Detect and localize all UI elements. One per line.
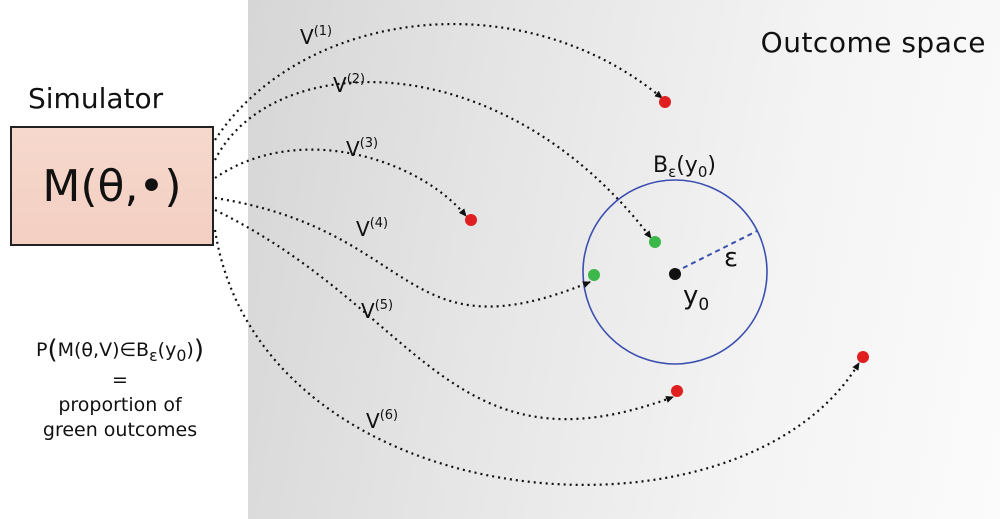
outcome-point-5 — [671, 385, 683, 397]
formula-sub: ε — [149, 345, 158, 365]
outcome-space: Outcome space — [248, 0, 1000, 519]
outcome-point-1 — [659, 96, 671, 108]
draw-5-path — [214, 209, 674, 421]
formula-prefix: P — [36, 339, 48, 361]
formula-line1: proportion of — [58, 393, 182, 416]
draw-6-path — [213, 229, 860, 486]
center-label: y0 — [683, 281, 709, 315]
epsilon-ball-circle — [582, 179, 768, 365]
draw-5-label: V(5) — [361, 298, 393, 323]
ball-label: Bε(y0) — [653, 153, 716, 181]
probability-formula: P(M(θ,V)∈Bε(y0)) = proportion of green o… — [0, 335, 240, 443]
outcome-point-6 — [857, 351, 869, 363]
draw-3-path — [214, 148, 467, 217]
formula-inner: M(θ,V)∈B — [57, 339, 150, 361]
simulator-box: M(θ,•) — [10, 126, 214, 246]
formula-equals: = — [112, 368, 128, 391]
radius-label: ε — [724, 243, 738, 273]
outcome-point-3 — [465, 214, 477, 226]
outcome-point-4 — [588, 269, 600, 281]
simulator-model: M(θ,•) — [42, 160, 182, 212]
draw-1-label: V(1) — [300, 24, 332, 49]
formula-line2: green outcomes — [42, 418, 198, 441]
center-point — [669, 268, 681, 280]
formula-arg: (y — [157, 339, 177, 361]
draw-6-label: V(6) — [366, 408, 398, 433]
draw-2-label: V(2) — [333, 72, 365, 97]
formula-close: ) — [186, 339, 194, 361]
outcome-point-2 — [649, 236, 661, 248]
draw-4-label: V(4) — [356, 216, 388, 241]
draw-1-path — [214, 23, 663, 141]
outcome-space-title: Outcome space — [760, 26, 986, 59]
draw-2-path — [214, 80, 652, 239]
draw-4-path — [214, 196, 591, 308]
formula-arg-sub: 0 — [176, 345, 187, 365]
formula-expression: P(M(θ,V)∈Bε(y0)) — [36, 335, 204, 365]
radius-line — [674, 230, 758, 273]
simulator-label: Simulator — [28, 82, 164, 115]
draw-3-label: V(3) — [346, 136, 378, 161]
